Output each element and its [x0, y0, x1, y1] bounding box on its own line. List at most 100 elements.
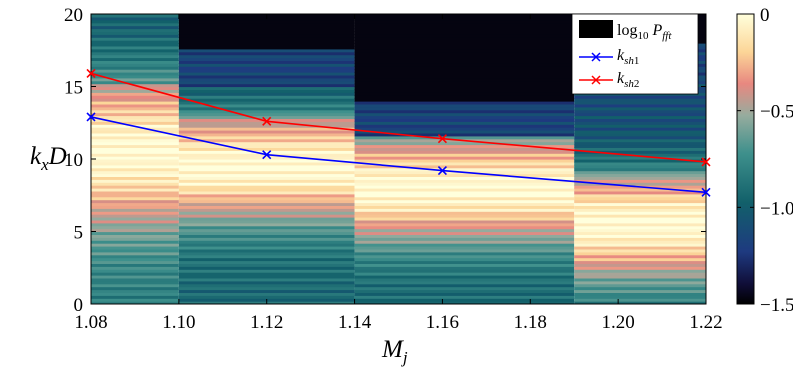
- heatmap-cell: [574, 228, 706, 233]
- heatmap-cell: [91, 214, 179, 218]
- colorbar-tick-label: −1.0: [760, 198, 793, 219]
- heatmap-cell: [178, 106, 355, 111]
- heatmap-cell: [178, 130, 355, 134]
- heatmap-cell: [178, 77, 355, 82]
- heatmap-cell: [178, 280, 355, 285]
- heatmap-cell: [574, 144, 706, 148]
- heatmap-cell: [354, 60, 575, 64]
- heatmap-cell: [91, 57, 179, 61]
- heatmap-cell: [354, 246, 575, 250]
- heatmap-cell: [574, 115, 706, 119]
- heatmap-cell: [91, 202, 179, 206]
- heatmap-cell: [354, 86, 575, 90]
- y-tick-label: 20: [64, 5, 83, 26]
- heatmap-cell: [91, 219, 179, 224]
- heatmap-cell: [354, 109, 575, 114]
- heatmap-cell: [91, 237, 179, 241]
- heatmap-cell: [178, 272, 355, 276]
- heatmap-cell: [178, 190, 355, 195]
- heatmap-cell: [354, 295, 575, 299]
- heatmap-cell: [574, 167, 706, 172]
- heatmap-cell: [354, 135, 575, 140]
- heatmap-cell: [91, 156, 179, 160]
- heatmap-cell: [354, 141, 575, 146]
- heatmap-cell: [354, 202, 575, 206]
- heatmap-cell: [178, 115, 355, 119]
- heatmap-cell: [354, 292, 575, 296]
- heatmap-cell: [178, 74, 355, 79]
- legend-marker-ksh1: [591, 52, 601, 62]
- heatmap-cell: [91, 92, 179, 96]
- heatmap-cell: [178, 19, 355, 24]
- heatmap-cell: [354, 283, 575, 288]
- heatmap-cell: [354, 28, 575, 32]
- heatmap-cell: [178, 48, 355, 53]
- heatmap-cell: [574, 292, 706, 296]
- heatmap-cell: [574, 179, 706, 183]
- heatmap-cell: [178, 176, 355, 180]
- heatmap-cell: [91, 185, 179, 189]
- heatmap-cell: [178, 260, 355, 264]
- heatmap-cell: [178, 269, 355, 273]
- heatmap-cell: [354, 63, 575, 67]
- heatmap-cell: [91, 147, 179, 151]
- heatmap-cell: [91, 228, 179, 233]
- y-tick-label: 5: [74, 223, 84, 244]
- heatmap-cell: [178, 132, 355, 137]
- heatmap-cell: [354, 251, 575, 256]
- y-tick-label: 0: [74, 295, 84, 316]
- x-tick-label: 1.16: [426, 312, 459, 333]
- heatmap-cell: [178, 22, 355, 27]
- heatmap-cell: [574, 272, 706, 276]
- heatmap-cell: [354, 121, 575, 125]
- heatmap-cell: [91, 292, 179, 296]
- heatmap-cell: [354, 219, 575, 224]
- heatmap-cell: [574, 103, 706, 108]
- data-point-k-sh2: [262, 116, 272, 126]
- heatmap-cell: [91, 43, 179, 47]
- colorbar: [736, 13, 755, 305]
- heatmap-cell: [574, 295, 706, 299]
- heatmap-cell: [91, 222, 179, 227]
- heatmap-cell: [178, 144, 355, 148]
- heatmap-cell: [574, 188, 706, 192]
- heatmap-cell: [574, 260, 706, 264]
- heatmap-cell: [354, 248, 575, 253]
- series-line-k-sh1: [90, 116, 707, 194]
- heatmap-cell: [574, 231, 706, 235]
- heatmap-cell: [178, 208, 355, 212]
- heatmap-cell: [354, 16, 575, 21]
- y-axis: 0 5 10 15 20: [64, 5, 706, 316]
- heatmap-cell: [574, 156, 706, 160]
- heatmap-cell: [354, 72, 575, 76]
- heatmap-cell: [574, 277, 706, 282]
- heatmap-cell: [178, 63, 355, 67]
- heatmap-cell: [354, 240, 575, 244]
- heatmap-cell: [91, 260, 179, 264]
- heatmap-cell: [178, 211, 355, 215]
- heatmap-cell: [574, 289, 706, 293]
- heatmap-cell: [91, 22, 179, 27]
- heatmap-cell: [178, 69, 355, 73]
- heatmap-cell: [91, 205, 179, 209]
- data-point-k-sh2: [701, 157, 711, 167]
- heatmap-cell: [354, 199, 575, 204]
- heatmap-cell: [178, 109, 355, 114]
- heatmap-cell: [574, 211, 706, 215]
- heatmap-cell: [91, 86, 179, 90]
- heatmap-cell: [354, 115, 575, 119]
- heatmap-cell: [178, 103, 355, 108]
- heatmap-cell: [178, 266, 355, 270]
- heatmap-cell: [574, 237, 706, 241]
- heatmap-cell: [178, 135, 355, 140]
- heatmap-cell: [354, 205, 575, 209]
- heatmap-cell: [178, 45, 355, 50]
- heatmap-cell: [91, 48, 179, 53]
- heatmap-cell: [91, 199, 179, 204]
- heatmap-cell: [91, 277, 179, 282]
- heatmap-cell: [354, 92, 575, 96]
- heatmap-cell: [354, 286, 575, 291]
- heatmap-cell: [574, 164, 706, 169]
- heatmap-cell: [178, 246, 355, 250]
- heatmap-cell: [91, 144, 179, 148]
